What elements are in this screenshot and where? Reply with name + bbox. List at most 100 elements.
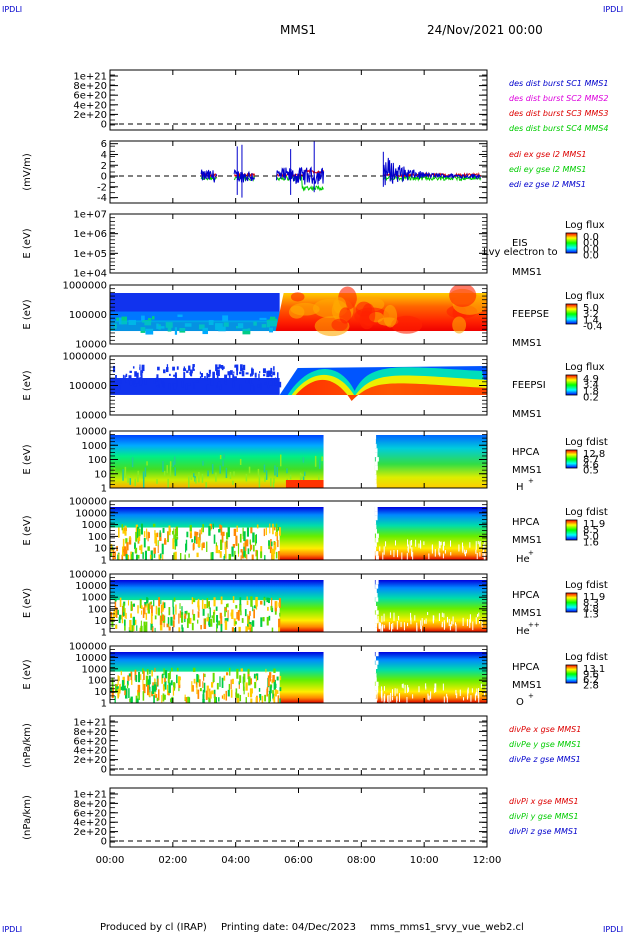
heatmap-cell (124, 690, 126, 696)
y-axis-label: E (eV) (22, 444, 33, 474)
heatmap-cell (219, 465, 221, 474)
heatmap-cell (438, 548, 440, 555)
heatmap-cell (116, 607, 118, 618)
heatmap-region-late (374, 435, 487, 488)
heatmap-cell (173, 682, 176, 689)
heatmap-cell (416, 622, 418, 631)
species-charge-label: + (528, 549, 534, 557)
heatmap-cell (207, 470, 209, 477)
panel-frame (109, 69, 488, 131)
heatmap-cell (464, 551, 466, 557)
heatmap-cell (272, 690, 274, 695)
heatmap-cell (215, 606, 218, 611)
heatmap-cell (388, 694, 390, 703)
heatmap-cell (167, 478, 169, 488)
legend-entry: divPi z gse MMS1 (509, 827, 578, 836)
colorbar-tick-label: 0.0 (583, 251, 599, 262)
heatmap-cell (430, 691, 432, 699)
heatmap-cell (396, 621, 398, 630)
heatmap-hpca_o (110, 646, 487, 703)
heatmap-cell (443, 541, 445, 546)
heatmap-cell (192, 542, 195, 550)
instrument-label: EIS (512, 238, 528, 249)
colorbar-title: Log flux (565, 291, 605, 302)
heatmap-cell (206, 372, 208, 380)
heatmap-cell (373, 524, 377, 530)
heatmap-cell (469, 614, 471, 623)
heatmap-cell (373, 474, 377, 480)
heatmap-cell (409, 540, 411, 549)
heatmap-cell (408, 687, 410, 692)
heatmap-cell (176, 383, 178, 388)
heatmap-cell (220, 615, 223, 626)
heatmap-cell (202, 608, 205, 616)
heatmap-cell (236, 668, 239, 679)
y-tick-label: 1e+04 (73, 269, 107, 280)
heatmap-cell (196, 673, 199, 683)
heatmap-cell (178, 684, 181, 689)
heatmap-cell (197, 536, 200, 547)
heatmap-cell (126, 542, 129, 551)
heatmap-cell (193, 383, 195, 389)
heatmap-cell (168, 607, 171, 616)
heatmap-cell (373, 623, 377, 628)
heatmap-cell (223, 366, 225, 369)
heatmap-cell (121, 680, 125, 691)
y-tick-label: -2 (97, 182, 107, 193)
colorbar (565, 519, 578, 541)
y-tick-label: 8e+20 (73, 799, 107, 810)
heatmap-cell (161, 674, 164, 684)
heatmap-cell (469, 619, 471, 628)
heatmap-cell (247, 619, 250, 625)
heatmap-cell (220, 623, 223, 632)
heatmap-cell (373, 546, 377, 552)
heatmap-cell (167, 617, 170, 625)
heatmap-cell (133, 624, 135, 631)
heatmap-cell (229, 471, 232, 479)
heatmap-cell (257, 384, 260, 388)
heatmap-cell (374, 627, 378, 632)
heatmap-cell (187, 696, 190, 703)
heatmap-cell (286, 468, 288, 474)
heatmap-cell (122, 469, 124, 481)
heatmap-cell (152, 523, 156, 527)
heatmap-cell (267, 384, 270, 389)
heatmap-cell (192, 613, 196, 621)
heatmap-cell (219, 384, 222, 390)
heatmap-cell (265, 668, 267, 673)
heatmap-cell (249, 373, 252, 377)
heatmap-cell (236, 525, 238, 532)
heatmap-cell (205, 482, 207, 488)
heatmap-cell (244, 540, 247, 551)
heatmap-cell (219, 551, 222, 558)
colorbar (565, 232, 578, 254)
y-tick-label: 1e+21 (73, 718, 107, 729)
heatmap-cell (270, 367, 273, 375)
x-tick-label: 00:00 (96, 855, 125, 866)
heatmap-data-gap (323, 501, 374, 560)
heatmap-cell (158, 554, 160, 559)
heatmap-cell (423, 541, 425, 546)
heatmap-cell (247, 548, 250, 555)
heatmap-cell (123, 685, 126, 691)
heatmap-cell (278, 624, 281, 632)
heatmap-cell (196, 531, 199, 536)
heatmap-cell (204, 376, 206, 380)
heatmap-cell (146, 684, 150, 696)
heatmap-cell (126, 683, 129, 689)
heatmap-cell (162, 527, 165, 533)
heatmap-cell (177, 676, 181, 686)
heatmap-cell (149, 554, 152, 559)
y-tick-label: 1e+21 (73, 790, 107, 801)
heatmap-cell (134, 619, 137, 625)
y-tick-label: 1000 (82, 441, 107, 452)
heatmap-cell (136, 625, 138, 631)
heatmap-cell (137, 684, 141, 693)
heatmap-cell (225, 548, 227, 559)
heatmap-cell (418, 686, 420, 693)
heatmap-cell (151, 316, 155, 320)
heatmap-cell (142, 679, 144, 690)
heatmap-cell (245, 473, 248, 482)
heatmap-cell (163, 686, 165, 692)
